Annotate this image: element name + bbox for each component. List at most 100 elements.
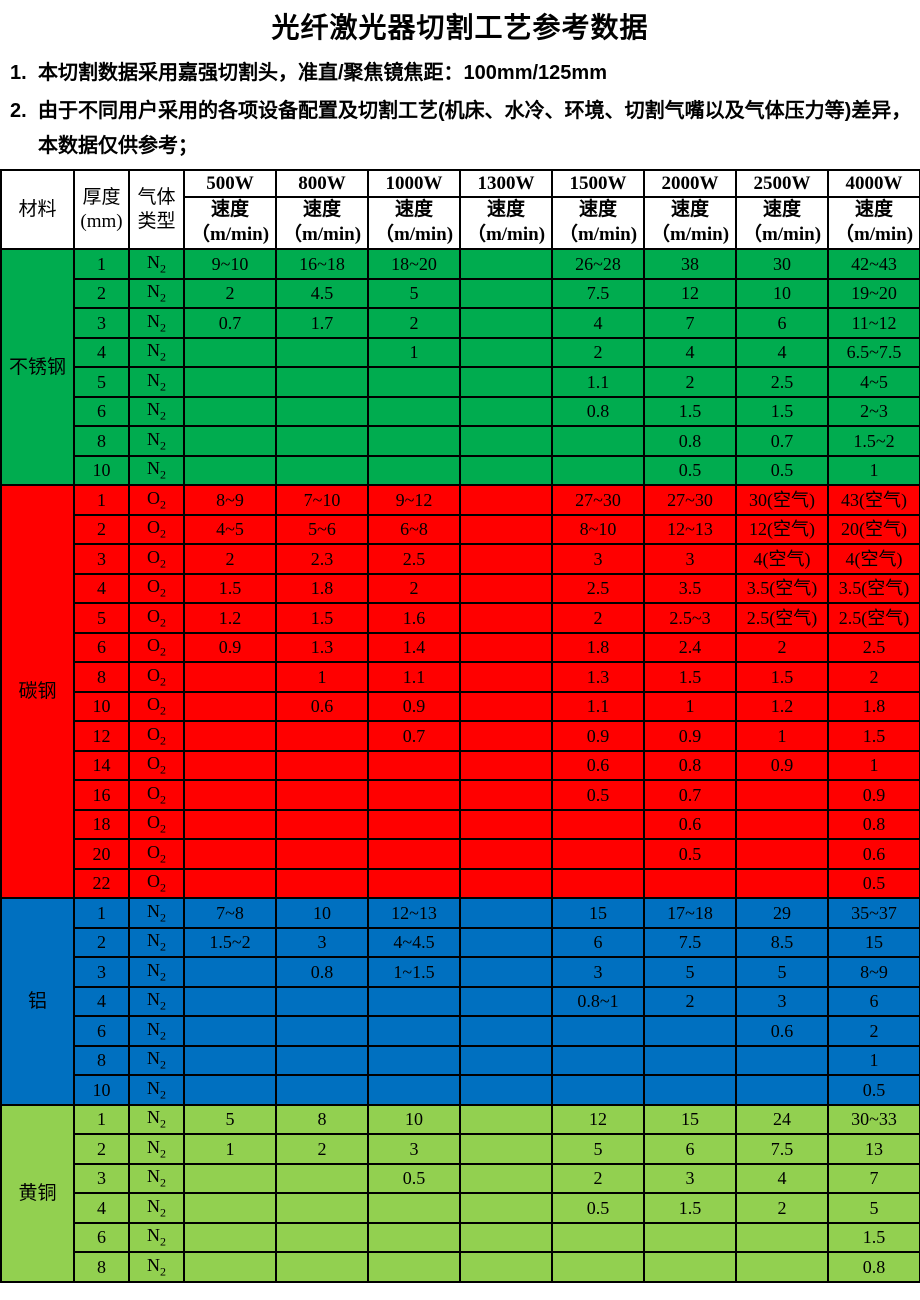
table-row: 6 O2 0.9 1.3 1.4 1.8 2.4 2 2.5 bbox=[1, 631, 920, 663]
speed-cell bbox=[643, 1074, 737, 1106]
speed-cell: 2.5~3 bbox=[643, 602, 737, 634]
table-row: 14 O2 0.6 0.8 0.9 1 bbox=[1, 749, 920, 781]
speed-cell: 27~30 bbox=[643, 484, 737, 516]
speed-cell bbox=[183, 1162, 277, 1194]
speed-cell bbox=[367, 454, 461, 486]
gas-cell: O2 bbox=[128, 543, 185, 575]
speed-cell bbox=[459, 926, 553, 958]
table-row: 4 N2 0.8~1 2 3 6 bbox=[1, 985, 920, 1017]
speed-cell bbox=[551, 454, 645, 486]
speed-header-4000w: 速度 （m/min) bbox=[827, 196, 920, 250]
table-row: 4 N2 0.5 1.5 2 5 bbox=[1, 1192, 920, 1224]
speed-cell bbox=[459, 779, 553, 811]
speed-cell: 0.5 bbox=[827, 1074, 920, 1106]
speed-cell bbox=[459, 1251, 553, 1283]
speed-cell: 30~33 bbox=[827, 1103, 920, 1135]
speed-cell bbox=[459, 749, 553, 781]
speed-cell: 10 bbox=[275, 897, 369, 929]
speed-cell: 2 bbox=[183, 543, 277, 575]
speed-cell bbox=[275, 425, 369, 457]
speed-cell: 17~18 bbox=[643, 897, 737, 929]
speed-cell: 1 bbox=[275, 661, 369, 693]
speed-cell: 4 bbox=[735, 1162, 829, 1194]
table-row: 黄铜 1 N2 5 8 10 12 15 24 30~33 bbox=[0, 1103, 920, 1283]
power-header-800w: 800W bbox=[275, 169, 369, 198]
speed-cell: 0.6 bbox=[551, 749, 645, 781]
speed-header-1000w: 速度 （m/min) bbox=[367, 196, 461, 250]
material-cell: 碳钢 bbox=[0, 484, 75, 899]
thickness-cell: 10 bbox=[73, 690, 130, 722]
speed-cell bbox=[735, 1044, 829, 1076]
table-row: 3 N2 0.8 1~1.5 3 5 5 8~9 bbox=[1, 956, 920, 988]
speed-cell: 2.5 bbox=[551, 572, 645, 604]
speed-cell bbox=[367, 1074, 461, 1106]
speed-cell bbox=[275, 454, 369, 486]
speed-cell bbox=[275, 749, 369, 781]
speed-cell bbox=[275, 720, 369, 752]
gas-cell: N2 bbox=[128, 277, 185, 309]
thickness-cell: 5 bbox=[73, 602, 130, 634]
speed-cell: 2 bbox=[643, 985, 737, 1017]
speed-cell: 6.5~7.5 bbox=[827, 336, 920, 368]
speed-cell bbox=[459, 1133, 553, 1165]
speed-cell bbox=[551, 425, 645, 457]
speed-cell: 2.5 bbox=[367, 543, 461, 575]
speed-cell bbox=[643, 867, 737, 899]
table-body: 不锈钢 1 N2 9~10 16~18 18~20 26~28 38 30 42~43 2 N2 2 4.… bbox=[0, 248, 920, 1283]
table-row: 4 N2 1 2 4 4 6.5~7.5 bbox=[1, 336, 920, 368]
note-2: 2. 由于不同用户采用的各项设备配置及切割工艺(机床、水冷、环境、切割气嘴以及气… bbox=[10, 94, 918, 164]
table-row: 10 N2 0.5 0.5 1 bbox=[1, 454, 920, 486]
speed-cell: 0.5 bbox=[735, 454, 829, 486]
table-row: 10 N2 0.5 bbox=[1, 1074, 920, 1106]
speed-cell: 12 bbox=[551, 1103, 645, 1135]
gas-cell: O2 bbox=[128, 690, 185, 722]
speed-cell bbox=[183, 661, 277, 693]
speed-cell bbox=[183, 720, 277, 752]
speed-cell: 10 bbox=[367, 1103, 461, 1135]
speed-cell bbox=[275, 1192, 369, 1224]
speed-cell bbox=[183, 336, 277, 368]
speed-cell: 0.6 bbox=[275, 690, 369, 722]
note-2-text: 由于不同用户采用的各项设备配置及切割工艺(机床、水冷、环境、切割气嘴以及气体压力… bbox=[38, 100, 912, 157]
speed-cell: 0.9 bbox=[367, 690, 461, 722]
speed-cell: 0.8 bbox=[275, 956, 369, 988]
thickness-header-line1: 厚度 bbox=[82, 186, 121, 208]
thickness-cell: 4 bbox=[73, 336, 130, 368]
speed-cell: 0.5 bbox=[827, 867, 920, 899]
gas-cell: O2 bbox=[128, 867, 185, 899]
speed-cell: 0.5 bbox=[367, 1162, 461, 1194]
gas-cell: O2 bbox=[128, 484, 185, 516]
speed-cell: 0.9 bbox=[827, 779, 920, 811]
speed-cell bbox=[275, 1074, 369, 1106]
table-row: 不锈钢 1 N2 9~10 16~18 18~20 26~28 38 30 42~43 bbox=[0, 248, 920, 486]
speed-cell bbox=[459, 572, 553, 604]
power-header-1300w: 1300W bbox=[459, 169, 553, 198]
speed-cell bbox=[275, 779, 369, 811]
thickness-cell: 6 bbox=[73, 1221, 130, 1253]
speed-cell bbox=[459, 661, 553, 693]
speed-cell: 1.8 bbox=[551, 631, 645, 663]
speed-cell bbox=[459, 307, 553, 339]
speed-cell: 15 bbox=[551, 897, 645, 929]
speed-cell: 1.1 bbox=[367, 661, 461, 693]
table-row: 3 N2 0.5 2 3 4 7 bbox=[1, 1162, 920, 1194]
speed-cell: 6 bbox=[551, 926, 645, 958]
speed-cell: 1 bbox=[183, 1133, 277, 1165]
page-title: 光纤激光器切割工艺参考数据 bbox=[271, 12, 649, 43]
thickness-cell: 3 bbox=[73, 1162, 130, 1194]
speed-cell: 1.5 bbox=[827, 1221, 920, 1253]
speed-cell bbox=[275, 1162, 369, 1194]
speed-cell: 5 bbox=[643, 956, 737, 988]
gas-cell: N2 bbox=[128, 248, 185, 280]
speed-cell bbox=[183, 454, 277, 486]
speed-cell: 5~6 bbox=[275, 513, 369, 545]
material-header: 材料 bbox=[0, 169, 75, 250]
speed-cell: 1.1 bbox=[551, 366, 645, 398]
table-row: 2 N2 2 4.5 5 7.5 12 10 19~20 bbox=[1, 277, 920, 309]
speed-cell: 2.3 bbox=[275, 543, 369, 575]
speed-cell bbox=[459, 985, 553, 1017]
speed-cell: 0.8 bbox=[827, 1251, 920, 1283]
speed-cell: 2 bbox=[735, 1192, 829, 1224]
speed-header-1500w: 速度 （m/min) bbox=[551, 196, 645, 250]
